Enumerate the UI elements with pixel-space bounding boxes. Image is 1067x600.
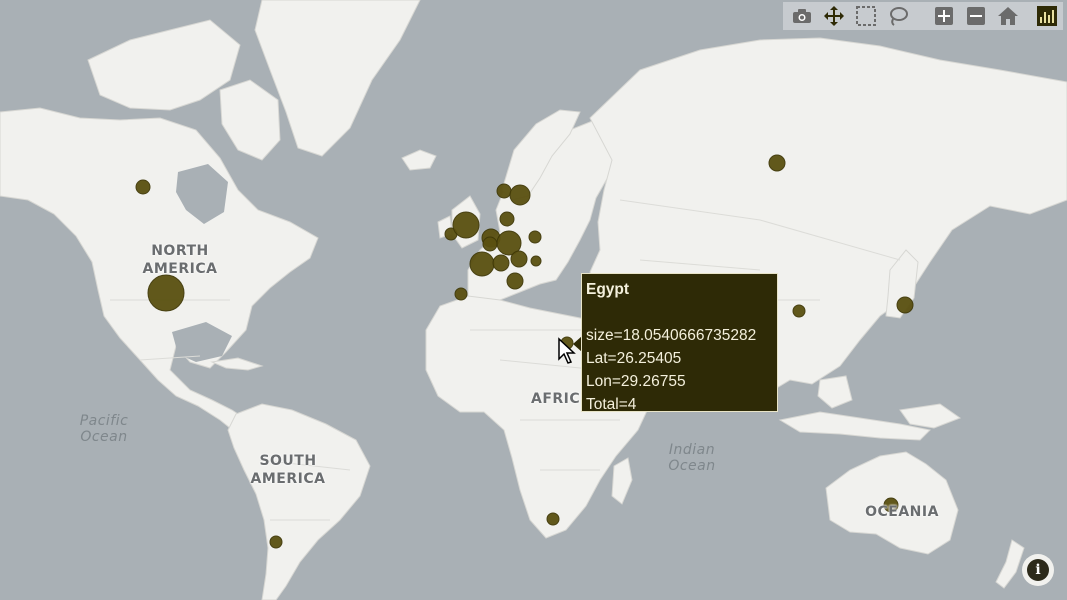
marker-united-states[interactable] — [147, 274, 185, 312]
marker-hungary[interactable] — [530, 255, 542, 267]
marker-south-africa[interactable] — [546, 512, 560, 526]
camera-icon[interactable] — [789, 3, 815, 29]
land-arctic-islands — [87, 19, 241, 111]
label-south-america: SOUTH AMERICA — [250, 453, 326, 487]
marker-germany[interactable] — [496, 230, 522, 256]
modebar-toolbar — [783, 2, 1063, 30]
marker-united-kingdom[interactable] — [452, 211, 480, 239]
tooltip-lat: Lat=26.25405 — [586, 350, 682, 367]
marker-italy[interactable] — [506, 272, 524, 290]
land-north-america — [0, 107, 319, 441]
marker-argentina[interactable] — [269, 535, 283, 549]
marker-switzerland[interactable] — [492, 254, 510, 272]
marker-france[interactable] — [469, 251, 495, 277]
plotly-logo-icon[interactable] — [1037, 6, 1057, 26]
label-oceania: OCEANIA — [865, 504, 939, 520]
home-icon[interactable] — [995, 3, 1021, 29]
water-gulf-of-mexico — [172, 322, 232, 362]
marker-denmark[interactable] — [499, 211, 515, 227]
markers-layer — [135, 154, 914, 549]
info-button[interactable]: i — [1022, 554, 1054, 586]
land-iceland — [401, 149, 437, 171]
marker-china[interactable] — [792, 304, 806, 318]
marker-australia[interactable] — [883, 497, 899, 513]
marker-poland[interactable] — [528, 230, 542, 244]
marker-austria[interactable] — [510, 250, 528, 268]
marker-norway[interactable] — [496, 183, 512, 199]
hover-tooltip: Egypt size=18.0540666735282 Lat=26.25405… — [581, 273, 778, 413]
land-south-america — [227, 403, 371, 600]
water-hudson-bay — [176, 164, 228, 224]
tooltip-total: Total=4 — [586, 396, 637, 413]
label-indian-ocean: Indian Ocean — [668, 442, 716, 474]
land-borneo — [817, 375, 853, 409]
marker-russia[interactable] — [768, 154, 786, 172]
marker-portugal[interactable] — [454, 287, 468, 301]
zoom-out-icon[interactable] — [963, 3, 989, 29]
label-north-america: NORTH AMERICA — [142, 243, 218, 277]
tooltip-title: Egypt — [586, 281, 630, 298]
land-new-zealand — [995, 539, 1025, 589]
land-baffin — [219, 79, 281, 161]
land-greenland — [254, 0, 421, 157]
land-new-guinea — [899, 403, 962, 429]
info-icon: i — [1027, 559, 1049, 581]
land-madagascar — [611, 457, 633, 505]
box-select-icon[interactable] — [853, 3, 879, 29]
tooltip-pointer — [573, 336, 582, 352]
lasso-icon[interactable] — [885, 3, 911, 29]
label-africa: AFRIC — [531, 391, 581, 407]
marker-sweden[interactable] — [509, 184, 531, 206]
mouse-cursor-icon — [558, 337, 576, 364]
label-pacific-ocean: Pacific Ocean — [79, 413, 129, 445]
marker-belgium[interactable] — [482, 236, 498, 252]
zoom-in-icon[interactable] — [931, 3, 957, 29]
tooltip-lon: Lon=29.26755 — [586, 373, 686, 390]
land-cuba — [210, 357, 264, 371]
pan-icon[interactable] — [821, 3, 847, 29]
tooltip-size: size=18.0540666735282 — [586, 327, 757, 344]
marker-japan[interactable] — [896, 296, 914, 314]
tooltip-spacer — [586, 301, 777, 324]
marker-canada[interactable] — [135, 179, 151, 195]
land-indonesia — [778, 411, 932, 441]
